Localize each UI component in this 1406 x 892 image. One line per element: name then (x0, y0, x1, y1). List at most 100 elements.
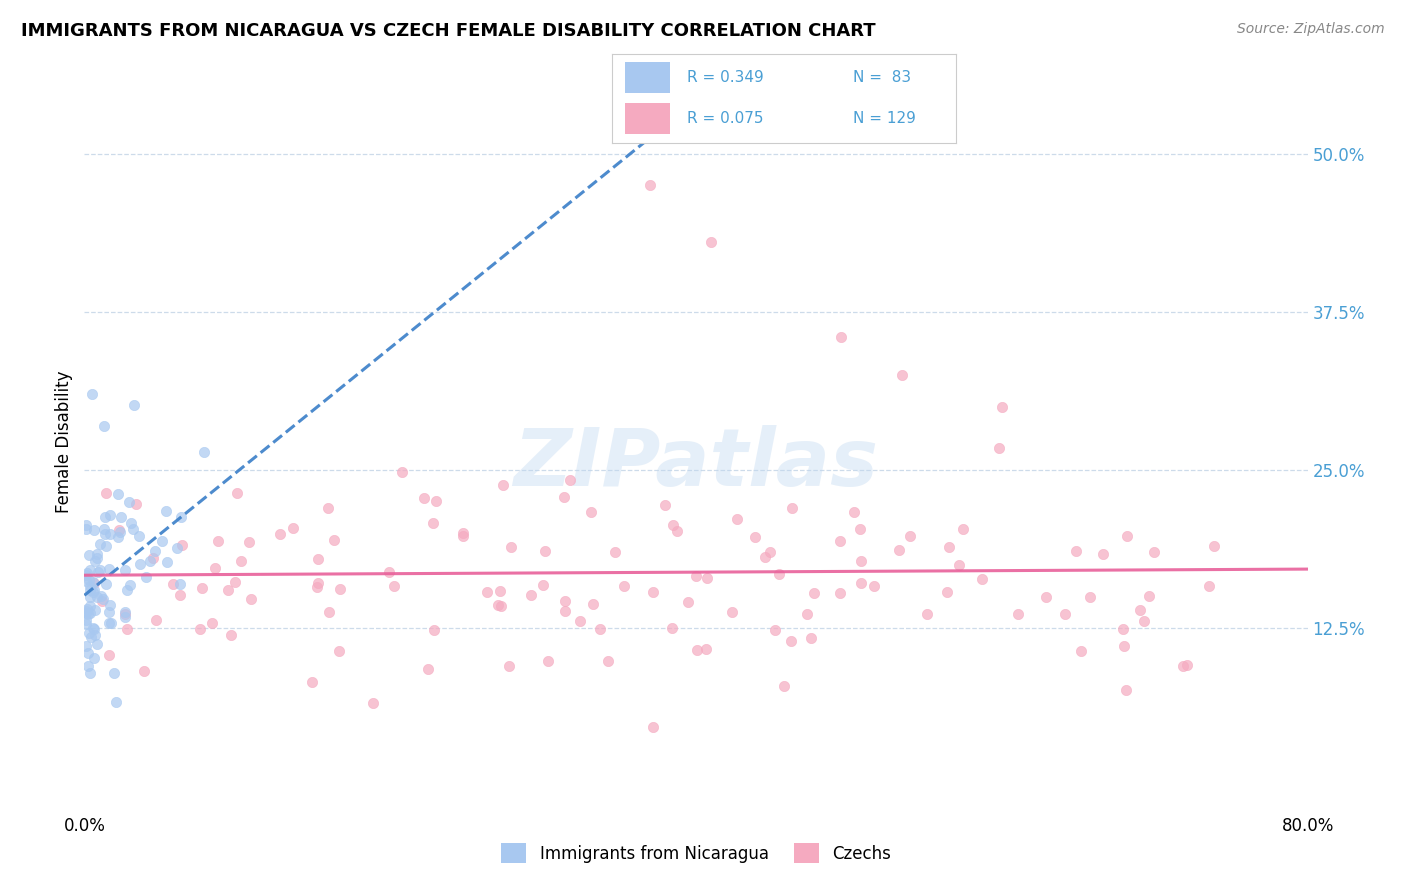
Point (83, 524, 105, 538)
Point (79, 590, 101, 604)
Point (238, 535, 260, 549)
Point (114, 563, 136, 577)
Point (139, 554, 162, 568)
Point (107, 530, 129, 544)
Point (378, 565, 401, 579)
Point (935, 585, 957, 599)
Point (76, 522, 98, 536)
Point (145, 613, 167, 627)
Point (1129, 603, 1152, 617)
Point (77, 573, 100, 587)
Point (1173, 658, 1195, 673)
Point (1092, 547, 1115, 561)
Point (122, 522, 145, 536)
Point (86, 551, 108, 566)
Point (851, 576, 873, 591)
Point (598, 654, 620, 668)
Point (77, 607, 100, 621)
Point (86, 547, 108, 561)
Point (201, 616, 224, 631)
Point (1070, 644, 1092, 658)
Point (863, 579, 886, 593)
Point (1175, 658, 1198, 673)
Point (93, 418, 115, 433)
Point (240, 592, 263, 607)
Point (554, 604, 576, 618)
Point (830, 330, 852, 344)
Point (89, 563, 111, 577)
Point (1112, 639, 1135, 653)
Point (844, 506, 866, 520)
Point (82, 574, 104, 589)
Point (391, 465, 413, 479)
Point (83, 628, 105, 642)
Point (75, 574, 97, 589)
Point (120, 516, 142, 530)
Point (491, 477, 513, 491)
Point (75, 604, 97, 618)
Point (796, 607, 818, 621)
Point (1035, 590, 1057, 604)
Point (763, 623, 786, 637)
Point (744, 530, 766, 544)
Point (150, 534, 173, 549)
Point (382, 579, 405, 593)
Point (329, 582, 352, 596)
Point (491, 599, 513, 614)
Point (589, 622, 612, 636)
Point (638, 178, 661, 193)
Point (425, 494, 447, 508)
Point (613, 579, 636, 593)
Point (191, 582, 214, 596)
Point (110, 510, 132, 524)
Point (307, 576, 329, 591)
Point (97, 648, 120, 662)
Point (361, 696, 384, 710)
Point (114, 607, 136, 621)
Point (579, 504, 602, 518)
Point (412, 491, 434, 505)
Text: R = 0.349: R = 0.349 (688, 70, 763, 85)
Point (188, 623, 211, 637)
Point (281, 521, 304, 535)
Point (84, 553, 107, 567)
Point (128, 558, 150, 572)
Point (970, 572, 993, 586)
Point (94, 486, 117, 500)
Point (772, 679, 794, 693)
Text: N = 129: N = 129 (852, 112, 915, 126)
Point (1112, 622, 1135, 636)
Point (91, 594, 114, 608)
Point (849, 554, 872, 568)
Point (155, 504, 177, 518)
Point (169, 588, 191, 602)
Point (582, 597, 605, 611)
Point (80, 630, 103, 644)
Point (1064, 543, 1087, 558)
Point (75, 639, 97, 653)
Point (83, 583, 105, 598)
Point (1204, 539, 1226, 553)
Point (166, 541, 188, 555)
Point (98, 616, 121, 631)
Point (665, 524, 688, 538)
Point (328, 644, 350, 658)
Point (553, 490, 575, 504)
Point (79, 606, 101, 620)
Point (93, 522, 115, 536)
Point (135, 570, 157, 584)
Point (80, 387, 103, 401)
Point (1053, 607, 1076, 621)
Point (754, 550, 776, 565)
Point (77, 625, 100, 640)
Point (91, 591, 114, 606)
Point (82, 585, 104, 599)
Point (75, 616, 97, 631)
Text: IMMIGRANTS FROM NICARAGUA VS CZECH FEMALE DISABILITY CORRELATION CHART: IMMIGRANTS FROM NICARAGUA VS CZECH FEMAL… (21, 22, 876, 40)
Point (103, 666, 125, 681)
Point (568, 614, 591, 628)
Point (134, 665, 156, 679)
Point (156, 555, 179, 569)
Point (938, 540, 960, 554)
Text: N =  83: N = 83 (852, 70, 911, 85)
